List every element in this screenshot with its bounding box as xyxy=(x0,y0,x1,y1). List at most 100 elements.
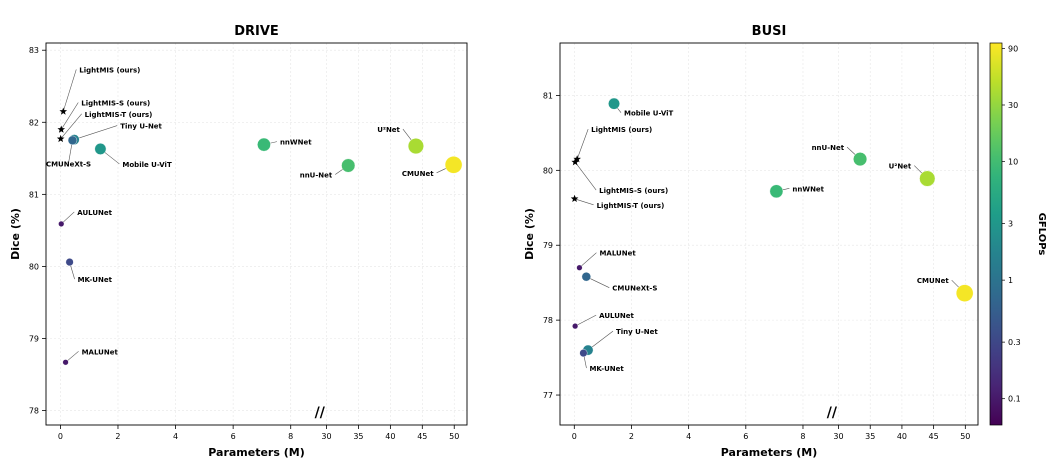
leader-line-lightmis-s-ours xyxy=(61,102,79,130)
point-u2net xyxy=(407,138,424,155)
leader-line-malunet xyxy=(579,252,597,268)
x-tick-label: 4 xyxy=(173,432,178,441)
x-tick-label: 40 xyxy=(897,432,907,441)
colorbar-gradient xyxy=(989,42,1003,426)
x-tick-label: 45 xyxy=(417,432,427,441)
x-tick-label: 30 xyxy=(833,432,843,441)
point-label-lightmis-ours: LightMIS (ours) xyxy=(591,126,652,134)
colorbar-label: GFLOPs xyxy=(1036,213,1047,256)
y-tick-label: 78 xyxy=(29,407,39,416)
point-label-tiny-u-net: Tiny U-Net xyxy=(616,328,658,336)
y-tick-label: 83 xyxy=(29,46,39,55)
leader-line-lightmis-s-ours xyxy=(574,161,597,191)
point-malunet xyxy=(576,264,583,271)
x-tick-label: 40 xyxy=(385,432,395,441)
point-label-tiny-u-net: Tiny U-Net xyxy=(120,123,162,131)
point-aulunet xyxy=(572,323,579,330)
point-label-aulunet: AULUNet xyxy=(599,312,634,320)
point-label-aulunet: AULUNet xyxy=(77,209,112,217)
point-label-cmunet: CMUNet xyxy=(402,170,434,178)
x-tick-label: 6 xyxy=(743,432,748,441)
panel-busi: BUSI Parameters (M) Dice (%) 0 2 4 6 8 30 35 40 45 5… xyxy=(523,24,979,459)
point-cmunet xyxy=(955,284,974,302)
axis-break-marker: // xyxy=(315,405,326,421)
point-label-lightmis-s-ours: LightMIS-S (ours) xyxy=(599,187,668,195)
point-nnwnet xyxy=(257,137,271,152)
x-tick-label: 35 xyxy=(353,432,363,441)
data-points: Mobile U-ViT LightMIS (ours) LightMIS-S (o… xyxy=(570,97,974,373)
colorbar-tick-label: 0.1 xyxy=(1008,395,1021,404)
y-axis-label: Dice (%) xyxy=(9,208,22,260)
y-axis-label: Dice (%) xyxy=(523,208,536,260)
x-tick-label: 35 xyxy=(865,432,875,441)
colorbar-tick-label: 90 xyxy=(1008,44,1018,53)
point-label-nnwnet: nnWNet xyxy=(280,139,312,147)
y-tick-label: 77 xyxy=(543,391,553,400)
point-label-u2net: U²Net xyxy=(889,163,912,171)
point-label-nnwnet: nnWNet xyxy=(792,185,824,193)
x-tick-label: 8 xyxy=(288,432,293,441)
grid xyxy=(560,43,978,425)
point-aulunet xyxy=(58,220,65,227)
point-label-nnu-net: nnU-Net xyxy=(812,144,845,152)
data-points: LightMIS (ours) LightMIS-S (ours) LightMIS… xyxy=(46,66,463,366)
point-label-lightmis-t-ours: LightMIS-T (ours) xyxy=(597,202,665,210)
point-malunet xyxy=(62,359,69,366)
colorbar-tick-label: 3 xyxy=(1008,220,1013,229)
y-tick-label: 82 xyxy=(29,118,39,127)
plot-frame xyxy=(559,42,979,426)
point-lightmis-ours xyxy=(59,107,68,115)
point-label-lightmis-s-ours: LightMIS-S (ours) xyxy=(81,99,150,107)
x-ticks: 0 2 4 6 8 30 35 40 45 50 xyxy=(572,425,970,441)
x-axis-label: Parameters (M) xyxy=(721,446,817,459)
chart-title: BUSI xyxy=(752,24,787,39)
colorbar-tick-label: 1 xyxy=(1008,276,1013,285)
x-tick-label: 0 xyxy=(58,432,63,441)
point-cmunet xyxy=(444,156,463,174)
y-ticks: 77 78 79 80 81 xyxy=(543,91,560,400)
point-mk-unet xyxy=(579,349,588,358)
y-tick-label: 80 xyxy=(29,262,39,271)
point-label-lightmis-t-ours: LightMIS-T (ours) xyxy=(85,111,153,119)
point-label-mobile-u-vit: Mobile U-ViT xyxy=(624,110,674,118)
point-mobile-u-vit xyxy=(608,97,620,110)
point-cmunext-s xyxy=(581,272,591,282)
chart-title: DRIVE xyxy=(234,24,279,39)
point-label-lightmis-ours: LightMIS (ours) xyxy=(79,66,140,74)
leader-line-tiny-u-net xyxy=(74,125,118,140)
x-tick-label: 6 xyxy=(231,432,236,441)
x-axis-label: Parameters (M) xyxy=(208,446,304,459)
y-tick-label: 80 xyxy=(543,166,553,175)
point-nnu-net xyxy=(853,152,868,167)
x-tick-label: 4 xyxy=(686,432,691,441)
point-mk-unet xyxy=(65,258,74,267)
x-tick-label: 50 xyxy=(449,432,459,441)
leader-line-lightmis-t-ours xyxy=(574,198,594,206)
y-ticks: 78 79 80 81 82 83 xyxy=(29,46,46,416)
leader-line-lightmis-t-ours xyxy=(60,113,82,140)
point-lightmis-s-ours xyxy=(57,125,66,133)
y-tick-label: 79 xyxy=(543,241,553,250)
point-label-cmunext-s: CMUNeXt-S xyxy=(46,160,91,168)
point-cmunext-s xyxy=(67,135,78,145)
y-tick-label: 81 xyxy=(543,91,553,100)
leader-line-lightmis-ours xyxy=(62,69,77,112)
plot-frame xyxy=(45,42,468,426)
x-tick-label: 0 xyxy=(572,432,577,441)
point-label-u2net: U²Net xyxy=(377,126,400,134)
panel-drive: DRIVE Parameters (M) Dice (%) 0 2 4 6 8 30 35 40 45… xyxy=(9,24,468,459)
point-mobile-u-vit xyxy=(94,143,107,155)
colorbar-tick-label: 30 xyxy=(1008,101,1018,110)
point-nnu-net xyxy=(341,158,356,173)
x-tick-label: 2 xyxy=(115,432,120,441)
point-label-nnu-net: nnU-Net xyxy=(300,172,333,180)
colorbar-tick-label: 10 xyxy=(1008,158,1018,167)
x-tick-label: 50 xyxy=(960,432,970,441)
point-u2net xyxy=(919,170,936,187)
x-tick-label: 2 xyxy=(629,432,634,441)
point-lightmis-ours xyxy=(573,155,581,163)
colorbar-tick-label: 0.3 xyxy=(1008,338,1021,347)
point-nnwnet xyxy=(769,184,784,199)
point-lightmis-t-ours xyxy=(56,134,65,143)
